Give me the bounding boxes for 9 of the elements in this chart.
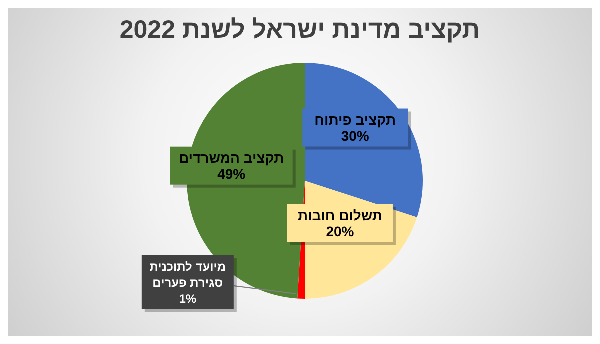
chart-title: תקציב מדינת ישראל לשנת 2022 (118, 16, 482, 45)
data-label: 30% (341, 128, 370, 144)
slice-label: מיועד לתוכנית סגירת פערים (150, 260, 226, 290)
data-label: 20% (326, 223, 355, 240)
data-label: 49% (218, 166, 246, 182)
slice-label: תקציב המשרדים (178, 150, 284, 166)
slice-label: תקציב פיתוח (314, 112, 396, 128)
slice-label: תשלום חובות (298, 207, 382, 224)
data-label: 1% (179, 292, 197, 306)
